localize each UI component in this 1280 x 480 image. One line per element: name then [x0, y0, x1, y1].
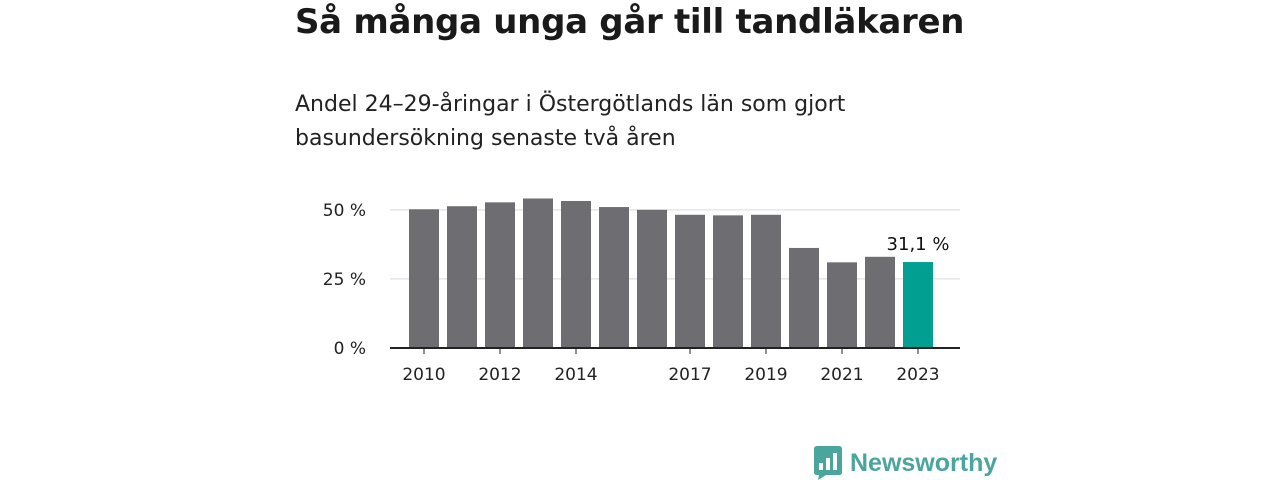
chart-title: Så många unga går till tandläkaren: [295, 2, 965, 42]
newsworthy-logo: Newsworthy: [814, 446, 997, 480]
bar-2020: [789, 247, 819, 348]
x-tick-label: 2010: [402, 365, 445, 385]
chart-subtitle: Andel 24–29-åringar i Östergötlands län …: [295, 92, 846, 151]
highlight-value-label: 31,1 %: [887, 234, 950, 255]
bar-2010: [409, 209, 439, 348]
bar-2017: [675, 214, 705, 348]
bar-2011: [447, 206, 477, 348]
y-tick-label: 25 %: [323, 270, 366, 290]
brand-name: Newsworthy: [850, 448, 998, 477]
x-tick-label: 2023: [896, 365, 939, 385]
x-tick-label: 2014: [554, 365, 597, 385]
bar-2014: [561, 200, 591, 348]
bar-2015: [599, 207, 629, 348]
bar-2018: [713, 215, 743, 348]
x-tick-label: 2019: [744, 365, 787, 385]
newsworthy-logo-icon: [814, 446, 842, 480]
y-tick-label: 50 %: [323, 201, 366, 221]
bars: [409, 198, 933, 348]
bar-2023: [903, 262, 933, 348]
x-tick-label: 2017: [668, 365, 711, 385]
x-tick-label: 2021: [820, 365, 863, 385]
bar-2016: [637, 209, 667, 348]
annotations: 31,1 %: [887, 234, 950, 255]
x-tick-label: 2012: [478, 365, 521, 385]
bar-2022: [865, 256, 895, 348]
bar-2021: [827, 262, 857, 348]
x-axis-ticks: 2010 2012 2014 2017 2019 2021 2023: [402, 348, 940, 385]
bar-2012: [485, 202, 515, 348]
bar-2019: [751, 214, 781, 348]
y-tick-label: 0 %: [334, 339, 366, 359]
bar-chart: 0 % 25 % 50 % 2010 2012 2014 2017 2019 2021 2023…: [323, 198, 960, 385]
bar-2013: [523, 198, 553, 348]
y-axis-labels: 0 % 25 % 50 %: [323, 201, 366, 359]
